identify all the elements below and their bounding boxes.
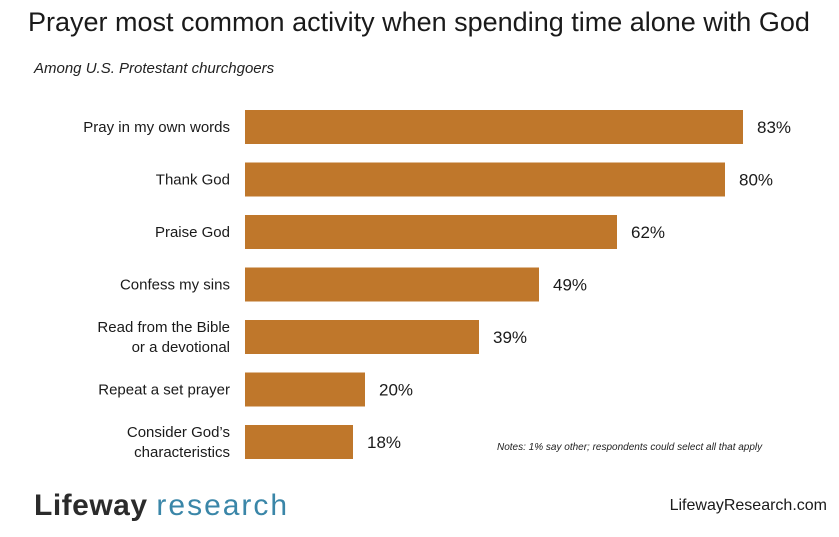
value-label-1: 80% <box>739 171 773 190</box>
logo-word-lifeway: Lifeway <box>34 489 148 522</box>
lifeway-research-logo: Lifeway research <box>34 486 289 526</box>
bar-2 <box>245 215 617 249</box>
value-label-5: 20% <box>379 381 413 400</box>
bar-4 <box>245 320 479 354</box>
website-url: LifewayResearch.com <box>669 497 827 514</box>
category-label-2: Praise God <box>155 224 230 241</box>
bar-3 <box>245 267 539 302</box>
value-label-4: 39% <box>493 328 527 347</box>
bar-6 <box>245 425 353 459</box>
bar-5 <box>245 372 365 407</box>
logo-word-research: research <box>156 489 290 522</box>
chart-title: Prayer most common activity when spendin… <box>28 7 810 37</box>
category-label-1: Thank God <box>156 172 230 189</box>
category-label-6: Consider God’s characteristics <box>127 424 230 461</box>
value-label-0: 83% <box>757 118 791 137</box>
chart-note: Notes: 1% say other; respondents could s… <box>497 442 763 453</box>
value-label-6: 18% <box>367 433 401 452</box>
category-label-3: Confess my sins <box>120 277 230 294</box>
category-label-4: Read from the Bible or a devotional <box>97 319 230 356</box>
category-label-5: Repeat a set prayer <box>98 382 230 399</box>
value-label-3: 49% <box>553 276 587 295</box>
category-label-0: Pray in my own words <box>83 119 230 136</box>
chart-subtitle: Among U.S. Protestant churchgoers <box>34 60 275 77</box>
bar-1 <box>245 162 725 197</box>
bar-0 <box>245 110 743 144</box>
value-label-2: 62% <box>631 223 665 242</box>
